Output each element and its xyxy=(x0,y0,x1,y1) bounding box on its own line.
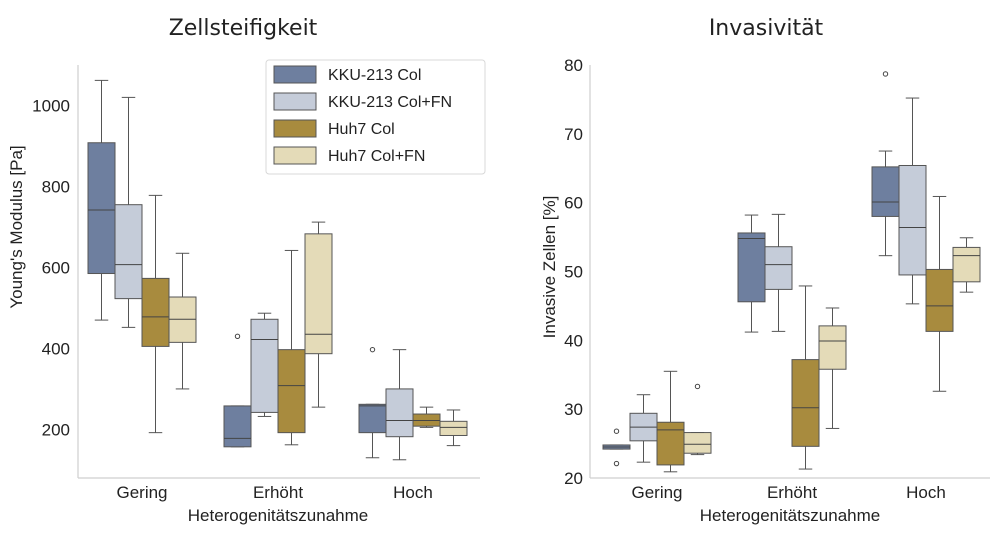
box xyxy=(791,359,820,447)
box xyxy=(141,277,170,347)
legend-swatch xyxy=(273,146,317,165)
x-axis-label: Heterogenitätszunahme xyxy=(700,506,881,525)
box xyxy=(764,246,793,290)
box xyxy=(114,204,143,300)
outlier-point xyxy=(613,428,620,434)
y-tick-label: 800 xyxy=(42,177,70,196)
outlier-point xyxy=(234,333,241,339)
y-tick-label: 20 xyxy=(564,469,583,488)
outlier-point xyxy=(369,346,376,353)
box xyxy=(304,233,333,355)
x-tick-label: Hoch xyxy=(906,483,946,502)
box xyxy=(87,142,116,275)
legend-swatch xyxy=(273,65,317,84)
legend xyxy=(265,59,486,175)
y-tick-label: 400 xyxy=(42,339,70,358)
chart-title: Zellsteifigkeit xyxy=(169,16,318,41)
legend-label: Huh7 Col xyxy=(328,121,395,138)
y-tick-label: 40 xyxy=(564,331,583,350)
box xyxy=(818,325,847,370)
y-axis-label: Invasive Zellen [%] xyxy=(540,196,559,339)
x-tick-label: Hoch xyxy=(393,483,433,502)
y-tick-label: 80 xyxy=(564,56,583,75)
box xyxy=(871,166,900,217)
box xyxy=(385,388,414,438)
outlier-point xyxy=(694,383,701,390)
box xyxy=(656,421,685,466)
outlier-point xyxy=(882,71,889,77)
legend-swatch xyxy=(273,92,317,111)
chart-title: Invasivität xyxy=(709,16,824,41)
legend-label: KKU-213 Col+FN xyxy=(328,94,452,111)
box xyxy=(277,349,306,434)
x-tick-label: Erhöht xyxy=(767,483,817,502)
y-tick-label: 60 xyxy=(564,194,583,213)
box xyxy=(358,403,387,434)
y-tick-label: 50 xyxy=(564,263,583,282)
legend-swatch xyxy=(273,119,317,138)
y-tick-label: 1000 xyxy=(32,96,70,115)
y-tick-label: 600 xyxy=(42,258,70,277)
x-tick-label: Erhöht xyxy=(253,483,303,502)
outlier-point xyxy=(613,460,620,467)
y-axis-label: Young's Modulus [Pa] xyxy=(7,145,26,308)
x-tick-label: Gering xyxy=(631,483,682,502)
y-tick-label: 30 xyxy=(564,400,583,419)
box xyxy=(898,164,927,276)
box xyxy=(223,405,252,448)
legend-label: KKU-213 Col xyxy=(328,67,421,84)
box xyxy=(683,432,712,454)
box xyxy=(250,318,279,413)
x-tick-label: Gering xyxy=(116,483,167,502)
box xyxy=(439,420,468,436)
y-tick-label: 70 xyxy=(564,125,583,144)
box xyxy=(925,268,954,332)
y-tick-label: 200 xyxy=(42,420,70,439)
box xyxy=(737,232,766,303)
x-axis-label: Heterogenitätszunahme xyxy=(188,506,369,525)
box xyxy=(952,246,981,283)
legend-label: Huh7 Col+FN xyxy=(328,148,425,165)
